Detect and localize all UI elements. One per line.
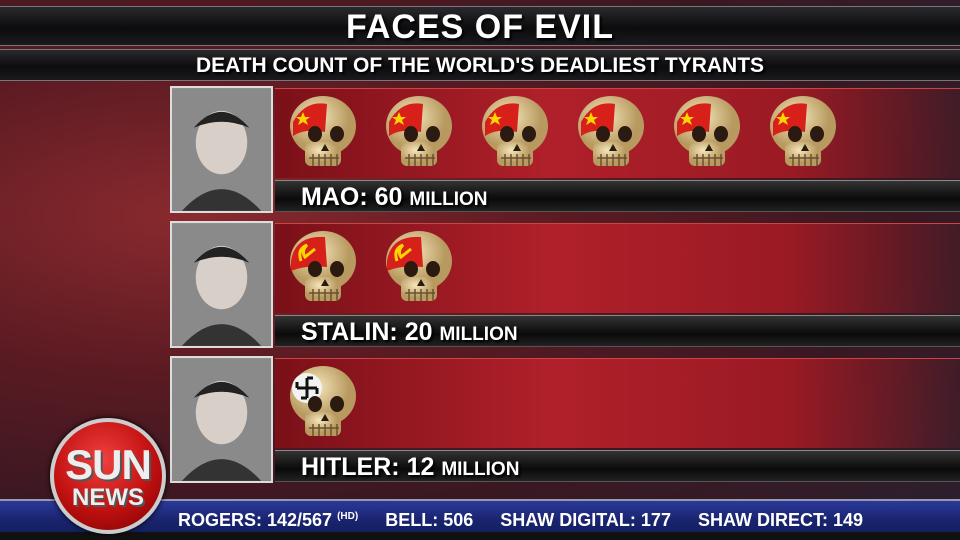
skull-icon (381, 227, 457, 307)
tyrant-row-stalin: STALIN: 20 MILLION (170, 221, 960, 349)
skull-icon (669, 92, 745, 172)
skull-icon (381, 92, 457, 172)
ticker-shaw-digital: SHAW DIGITAL: 177 (500, 510, 671, 530)
bottom-strip (0, 532, 960, 540)
death-count-label: MAO: 60 MILLION (301, 183, 488, 211)
channel-ticker: ROGERS: 142/567 (HD) BELL: 506 SHAW DIGI… (0, 499, 960, 532)
skull-bar (275, 223, 960, 313)
subtitle-band: DEATH COUNT OF THE WORLD'S DEADLIEST TYR… (0, 49, 960, 81)
skull-icon (285, 227, 361, 307)
skull-bar (275, 358, 960, 448)
tyrant-row-mao: MAO: 60 MILLION (170, 86, 960, 214)
label-band: HITLER: 12 MILLION (275, 450, 960, 482)
portrait-photo (170, 86, 273, 213)
death-count-label: STALIN: 20 MILLION (301, 318, 518, 346)
ticker-rogers: ROGERS: 142/567 (HD) (178, 510, 359, 530)
death-count-label: HITLER: 12 MILLION (301, 453, 520, 481)
ticker-bell: BELL: 506 (385, 510, 474, 530)
label-band: STALIN: 20 MILLION (275, 315, 960, 347)
skull-icon (765, 92, 841, 172)
portrait-photo (170, 221, 273, 348)
page-subtitle: DEATH COUNT OF THE WORLD'S DEADLIEST TYR… (195, 54, 765, 77)
skull-icon (285, 92, 361, 172)
tyrant-row-hitler: HITLER: 12 MILLION (170, 356, 960, 484)
sun-news-logo: SUN NEWS (50, 418, 166, 534)
title-band: FACES OF EVIL (0, 6, 960, 46)
page-title: FACES OF EVIL (345, 8, 615, 46)
ticker-shaw-direct: SHAW DIRECT: 149 (697, 510, 864, 530)
skull-icon (573, 92, 649, 172)
skull-icon (477, 92, 553, 172)
skull-icon (285, 362, 361, 442)
portrait-photo (170, 356, 273, 483)
label-band: MAO: 60 MILLION (275, 180, 960, 212)
